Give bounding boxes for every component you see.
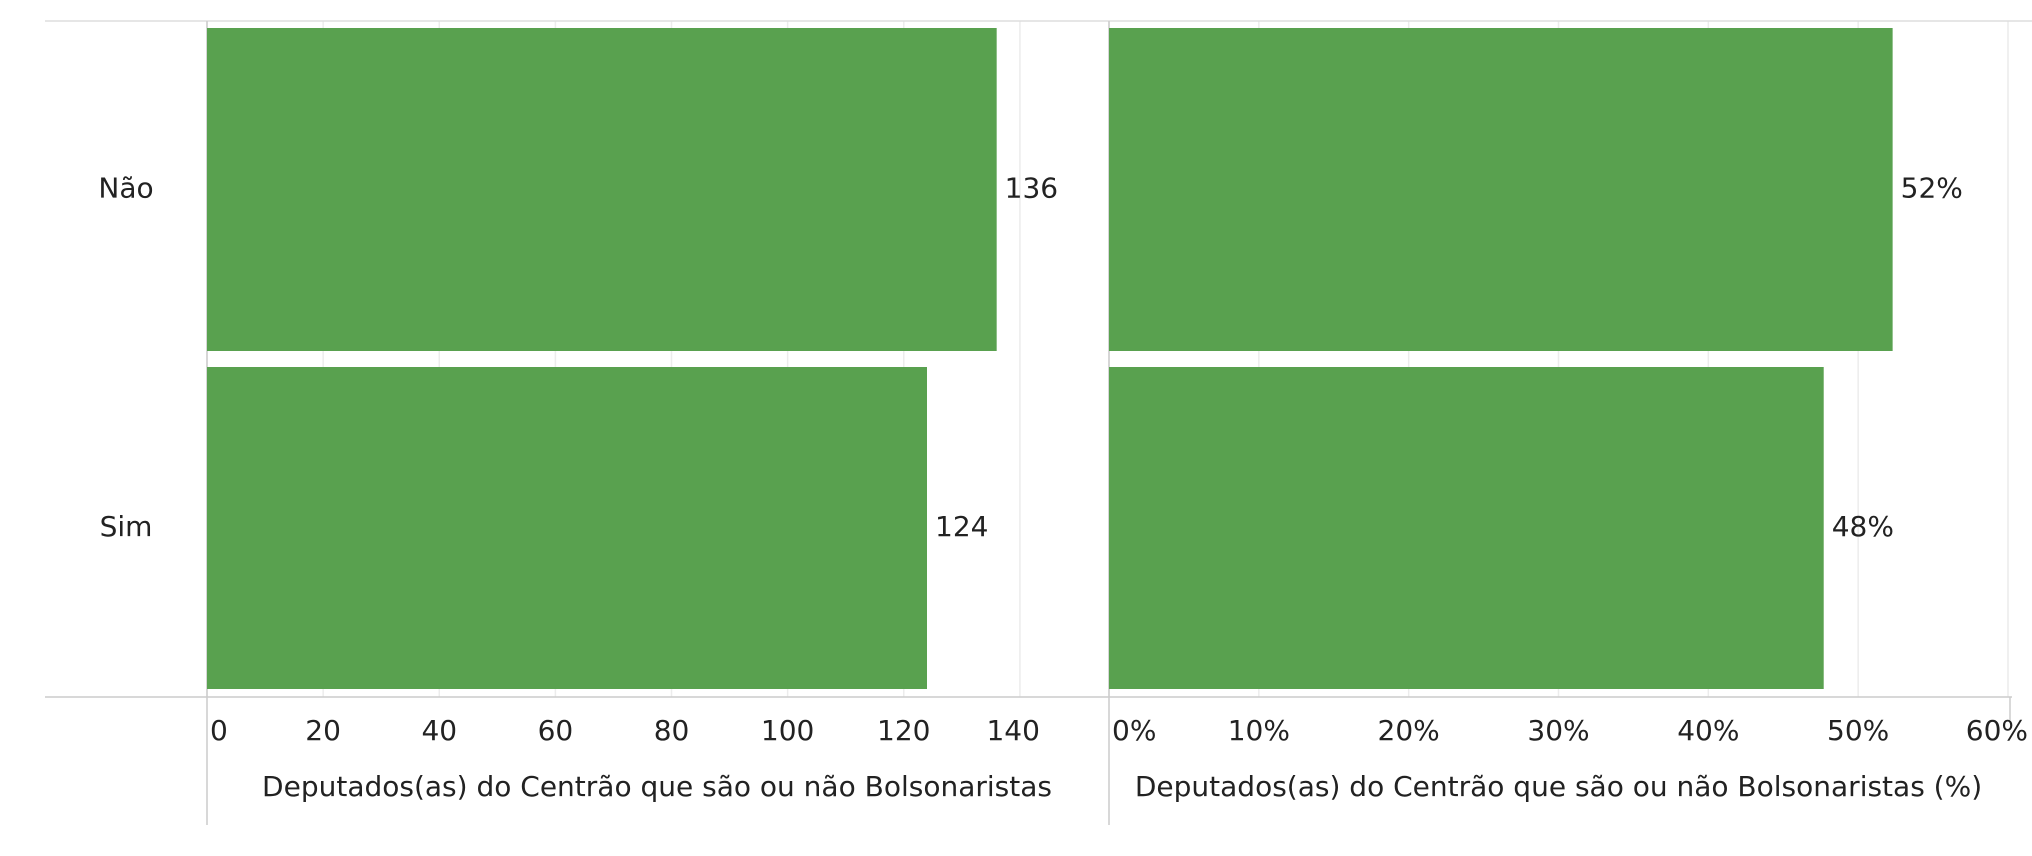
value-label: 136 <box>1005 172 1058 205</box>
x-tick-label: 60% <box>1966 714 2028 747</box>
x-tick-label: 40 <box>421 714 457 747</box>
x-tick-label: 140 <box>986 714 1039 747</box>
x-tick-label: 60 <box>538 714 574 747</box>
x-tick-label: 0% <box>1112 714 1156 747</box>
x-tick-label: 20 <box>305 714 341 747</box>
x-axis-title: Deputados(as) do Centrão que são ou não … <box>1135 770 1982 803</box>
x-tick-label: 100 <box>761 714 814 747</box>
bar <box>207 367 927 689</box>
x-tick-label: 30% <box>1527 714 1589 747</box>
x-tick-label: 0 <box>210 714 228 747</box>
bar <box>1109 367 1824 689</box>
x-tick-label: 10% <box>1228 714 1290 747</box>
x-tick-label: 120 <box>877 714 930 747</box>
category-label: Não <box>98 172 153 205</box>
x-axis-title: Deputados(as) do Centrão que são ou não … <box>262 770 1052 803</box>
x-tick-label: 80 <box>654 714 690 747</box>
value-label: 52% <box>1901 172 1963 205</box>
category-label: Sim <box>100 510 153 543</box>
x-tick-label: 50% <box>1827 714 1889 747</box>
x-tick-label: 20% <box>1378 714 1440 747</box>
value-label: 48% <box>1832 510 1894 543</box>
bar <box>1109 28 1893 351</box>
value-label: 124 <box>935 510 988 543</box>
x-tick-label: 40% <box>1677 714 1739 747</box>
bar <box>207 28 997 351</box>
